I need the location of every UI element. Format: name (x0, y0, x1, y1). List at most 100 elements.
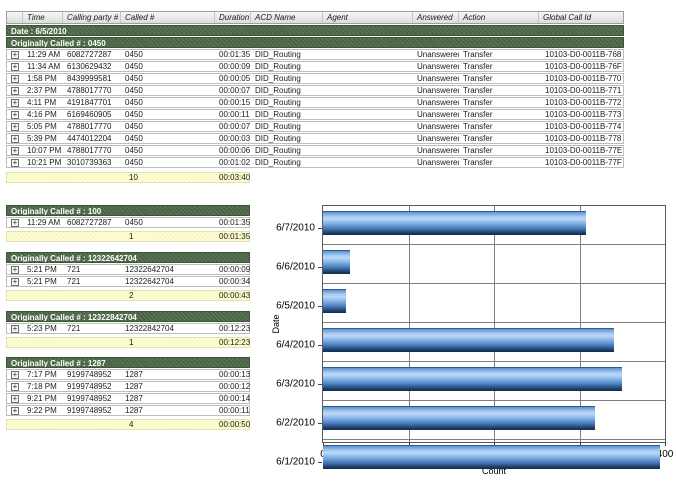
expand-icon[interactable]: + (11, 74, 19, 83)
table-row[interactable]: + 9:22 PM 9199748952 1287 00:00:11 (6, 405, 250, 416)
table-row[interactable]: + 5:39 PM 4474012204 0450 00:00:03 DID_R… (6, 133, 624, 144)
table-row[interactable]: + 7:17 PM 9199748952 1287 00:00:13 (6, 369, 250, 380)
table-row[interactable]: + 5:05 PM 4788017770 0450 00:00:07 DID_R… (6, 121, 624, 132)
y-axis-tick-label: 6/7/2010 (276, 222, 315, 233)
cell-called: 0450 (125, 122, 143, 131)
cell-agent (323, 122, 413, 131)
expand-icon[interactable]: + (11, 122, 19, 131)
column-header-action[interactable]: Action (459, 12, 539, 23)
cell-called: 0450 (125, 110, 143, 119)
table-row[interactable]: + 11:29 AM 6082727287 0450 00:01:35 (6, 217, 250, 228)
cell-agent (323, 158, 413, 167)
group-header: Originally Called # : 1287 (6, 357, 250, 368)
cell-global-call-id: 10103-D0-0011B-770 (545, 74, 622, 83)
cell-acd-name: DID_Routing (255, 74, 301, 83)
cell-duration: 00:00:14 (219, 394, 251, 403)
table-row[interactable]: + 11:34 AM 6130629432 0450 00:00:09 DID_… (6, 61, 624, 72)
expand-icon[interactable]: + (11, 406, 19, 415)
table-row[interactable]: + 1:58 PM 8439999581 0450 00:00:05 DID_R… (6, 73, 624, 84)
cell-answered: Unanswered (417, 110, 459, 119)
cell-acd-name: DID_Routing (255, 86, 301, 95)
cell-duration: 00:01:02 (219, 158, 251, 167)
expand-icon[interactable]: + (11, 146, 19, 155)
cell-time: 11:34 AM (27, 62, 61, 71)
cell-answered: Unanswered (417, 122, 459, 131)
x-axis-tick (494, 442, 495, 446)
expand-icon[interactable]: + (11, 86, 19, 95)
cell-calling-party: 3010739363 (67, 158, 112, 167)
x-axis-tick (323, 442, 324, 446)
table-row[interactable]: + 10:07 PM 4788017770 0450 00:00:06 DID_… (6, 145, 624, 156)
cell-acd-name: DID_Routing (255, 50, 301, 59)
group-header: Originally Called # : 12322642704 (6, 252, 250, 263)
cell-duration: 00:00:09 (219, 62, 251, 71)
cell-time: 10:07 PM (27, 146, 62, 155)
table-row[interactable]: + 5:21 PM 721 12322642704 00:00:34 (6, 276, 250, 287)
column-header-time[interactable]: Time (23, 12, 63, 23)
column-header-row: Time Calling party # Called # Duration A… (6, 11, 624, 24)
expand-icon[interactable]: + (11, 265, 19, 274)
cell-acd-name: DID_Routing (255, 158, 301, 167)
expand-icon[interactable]: + (11, 158, 19, 167)
cell-called: 0450 (125, 134, 143, 143)
table-row[interactable]: + 10:21 PM 3010739363 0450 00:01:02 DID_… (6, 157, 624, 168)
column-header-global-call-id[interactable]: Global Call Id (543, 13, 592, 22)
table-row[interactable]: + 4:16 PM 6169460905 0450 00:00:11 DID_R… (6, 109, 624, 120)
column-header-calling-party[interactable]: Calling party # (63, 12, 121, 23)
expand-icon[interactable]: + (11, 50, 19, 59)
cell-calling-party: 4474012204 (67, 134, 112, 143)
cell-duration: 00:00:07 (219, 86, 251, 95)
column-header-agent[interactable]: Agent (323, 12, 413, 23)
bar (323, 289, 347, 313)
expand-icon[interactable]: + (11, 98, 19, 107)
chart-bands: 6/7/2010 6/6/2010 6/5/2010 6/4/2 (276, 211, 665, 479)
table-row[interactable]: + 2:37 PM 4788017770 0450 00:00:07 DID_R… (6, 85, 624, 96)
cell-acd-name: DID_Routing (255, 146, 301, 155)
expand-icon[interactable]: + (11, 110, 19, 119)
call-group: Originally Called # : 12322642704 + 5:21… (6, 252, 250, 301)
cell-calling-party: 9199748952 (67, 394, 112, 403)
chart-band: 6/3/2010 (276, 367, 665, 401)
bar (323, 250, 351, 274)
cell-acd-name: DID_Routing (255, 110, 301, 119)
expand-icon[interactable]: + (11, 62, 19, 71)
cell-called: 0450 (125, 146, 143, 155)
expand-icon[interactable]: + (11, 382, 19, 391)
table-row[interactable]: + 11:29 AM 6082727287 0450 00:01:35 DID_… (6, 49, 624, 60)
group-summary: 1 00:01:35 (6, 231, 250, 242)
expand-icon[interactable]: + (11, 324, 19, 333)
table-row[interactable]: + 7:18 PM 9199748952 1287 00:00:12 (6, 381, 250, 392)
column-header-answered[interactable]: Answered (413, 12, 459, 23)
table-row[interactable]: + 9:21 PM 9199748952 1287 00:00:14 (6, 393, 250, 404)
x-axis-tick (579, 442, 581, 446)
table-row[interactable]: + 5:23 PM 721 12322842704 00:12:23 (6, 323, 250, 334)
expand-icon[interactable]: + (11, 218, 19, 227)
expand-icon[interactable]: + (11, 370, 19, 379)
table-row[interactable]: + 5:21 PM 721 12322642704 00:00:09 (6, 264, 250, 275)
cell-called: 0450 (125, 74, 143, 83)
cell-agent (323, 74, 413, 83)
cell-agent (323, 50, 413, 59)
cell-time: 9:21 PM (27, 394, 57, 403)
group-summary: 1 00:12:23 (6, 337, 250, 348)
column-header-acd-name[interactable]: ACD Name (251, 12, 323, 23)
call-detail-report: Time Calling party # Called # Duration A… (6, 0, 624, 485)
table-row[interactable]: + 4:11 PM 4191847701 0450 00:00:15 DID_R… (6, 97, 624, 108)
column-header-called[interactable]: Called # (121, 12, 215, 23)
x-axis-title: Count (481, 466, 507, 476)
group-summary: 2 00:00:43 (6, 290, 250, 301)
cell-duration: 00:01:35 (219, 50, 251, 59)
summary-duration: 00:00:50 (219, 420, 251, 429)
cell-time: 5:23 PM (27, 324, 57, 333)
cell-time: 5:05 PM (27, 122, 57, 131)
cell-answered: Unanswered (417, 134, 459, 143)
column-header-duration[interactable]: Duration (215, 12, 251, 23)
expand-icon[interactable]: + (11, 277, 19, 286)
cell-called: 0450 (125, 98, 143, 107)
expand-icon[interactable]: + (11, 394, 19, 403)
group-header: Originally Called # : 12322842704 (6, 311, 250, 322)
call-group: Originally Called # : 12322842704 + 5:23… (6, 311, 250, 348)
cell-duration: 00:00:11 (219, 406, 250, 415)
cell-called: 0450 (125, 158, 143, 167)
expand-icon[interactable]: + (11, 134, 19, 143)
